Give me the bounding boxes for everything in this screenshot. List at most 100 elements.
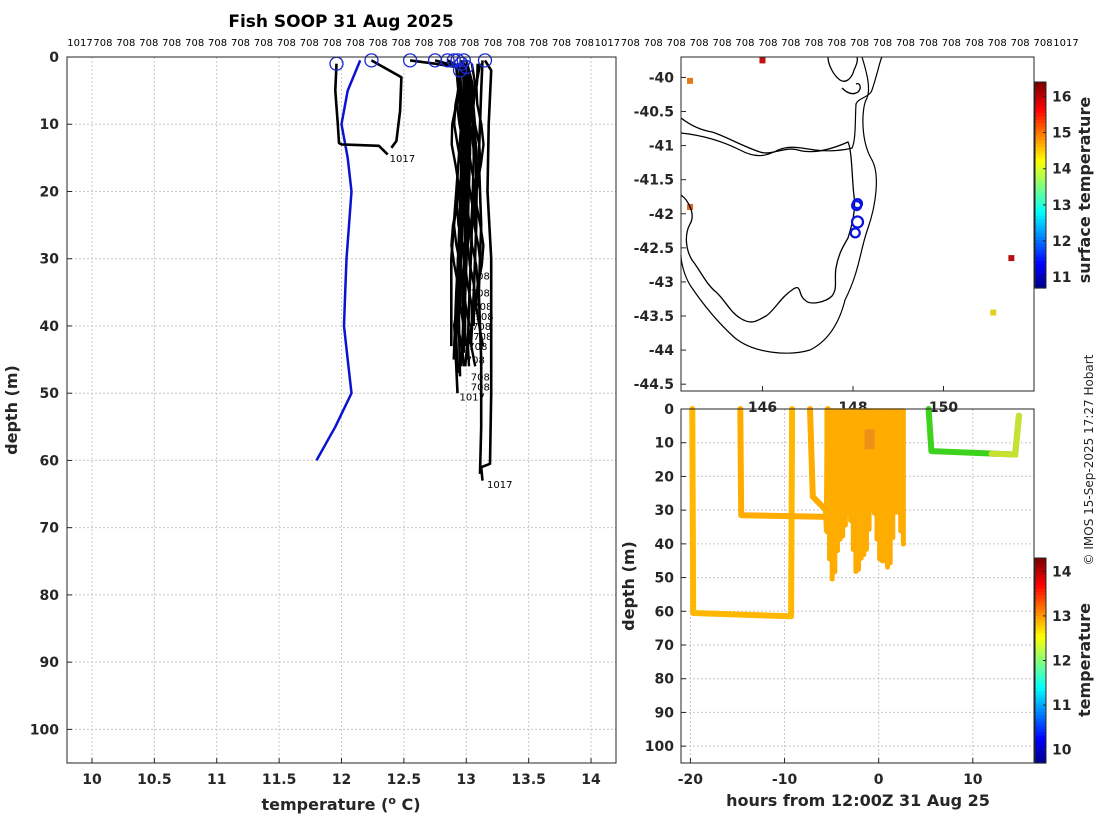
shelf-contour [680,56,883,354]
top-station-label: 708 [575,38,594,49]
temperature-colorbar-segment [1035,749,1046,754]
top-station-label: 708 [323,38,342,49]
profile-panel: Fish SOOP 31 Aug 2025 1017 708 708 708 708 70… [2,12,1079,814]
temperature-colorbar-segment [1035,571,1046,576]
temperature-colorbar-segment [1035,622,1046,627]
station-marker [850,215,865,229]
temperature-colorbar-segment [1035,725,1046,730]
surface-colorbar-tick-label: 11 [1052,270,1071,286]
x-tick-label: 11.5 [262,772,297,788]
map-y-ticks: -40 -40.5 -41 -41.5 -42 -42.5 -43 -43.5 -44 -44.5 [634,70,686,393]
temperature-track [689,406,796,620]
temperature-colorbar-segment [1035,732,1046,737]
profile-end-label: 708 [468,342,487,353]
surface-colorbar-segment [1035,281,1046,286]
temperature-colorbar-segment [1035,636,1046,641]
temperature-colorbar-segment [1035,585,1046,590]
top-station-label: 708 [483,38,502,49]
y-tick-label: 60 [40,453,60,469]
surface-circle [440,53,455,68]
top-station-label: 708 [850,38,869,49]
surface-colorbar-segment [1035,267,1046,272]
surface-colorbar-segment [1035,222,1046,227]
surface-colorbar-segment [1035,185,1046,190]
top-station-label: 1017 [67,38,92,49]
temperature-colorbar-segment [1035,581,1046,586]
top-station-label: 708 [735,38,754,49]
surface-colorbar-segment [1035,181,1046,186]
black-profile-line [458,63,469,367]
temperature-colorbar-segment [1035,643,1046,648]
map-y-tick-label: -43.5 [634,309,674,325]
temperature-colorbar-segment [1035,646,1046,651]
time-y-tick-label: 70 [655,638,675,654]
map-y-tick-label: -40.5 [634,105,674,121]
profile-end-label: 708 [471,382,490,393]
x-tick-label: 10 [82,772,102,788]
y-tick-label: 70 [40,521,60,537]
surface-colorbar-segment [1035,106,1046,111]
top-station-label: 708 [231,38,250,49]
surface-colorbar-segment [1035,112,1046,117]
surface-colorbar-segment [1035,257,1046,262]
sst-patch [990,309,997,316]
y-tick-label: 100 [30,722,59,738]
top-station-label: 708 [827,38,846,49]
surface-colorbar-segment [1035,126,1046,131]
chart-title: Fish SOOP 31 Aug 2025 [228,12,453,32]
tasmania-coastline [680,117,856,323]
surface-colorbar-segment [1035,195,1046,200]
profile-x-ticks: 10 10.5 11 11.5 12 12.5 13 13.5 14 [82,758,601,788]
sst-patch [1008,255,1015,262]
time-y-tick-label: 20 [655,469,675,485]
black-profile-line [409,59,463,347]
surface-colorbar-segment [1035,150,1046,155]
top-station-label: 708 [116,38,135,49]
profile-x-axis-label: temperature (o C) [261,794,420,814]
temperature-track-warm [988,412,1022,458]
temperature-colorbar-segment [1035,670,1046,675]
surface-colorbar-segment [1035,250,1046,255]
temperature-colorbar-segment [1035,745,1046,750]
surface-colorbar-segment [1035,226,1046,231]
surface-colorbar-segment [1035,99,1046,104]
surface-colorbar-segment [1035,157,1046,162]
x-tick-label: 14 [581,772,601,788]
black-profile-line [474,63,485,347]
time-y-tick-label: 40 [655,537,675,553]
temperature-colorbar-segment [1035,756,1046,761]
temperature-colorbar-segment [1035,698,1046,703]
surface-colorbar-segment [1035,205,1046,210]
top-station-label: 1017 [1053,38,1078,49]
surface-colorbar-segment [1035,236,1046,241]
profile-end-label: 1017 [460,393,485,404]
temperature-colorbar-segment [1035,561,1046,566]
surface-colorbar-segment [1035,198,1046,203]
surface-colorbar-segment [1035,260,1046,265]
y-tick-label: 80 [40,588,60,604]
profile-end-label: 1017 [487,480,512,491]
surface-colorbar-segment [1035,219,1046,224]
black-profile-line [455,63,466,367]
black-profile-line [370,59,403,149]
top-station-label: 708 [942,38,961,49]
temperature-colorbar-segment [1035,667,1046,672]
time-y-tick-label: 30 [655,503,675,519]
time-y-tick-label: 60 [655,604,675,620]
surface-temperature-colorbar: 11 12 13 14 15 16 [1034,81,1072,289]
profile-end-label: 708 [471,288,490,299]
y-tick-label: 20 [40,184,60,200]
map-background [681,57,1034,391]
time-y-tick-label: 80 [655,672,675,688]
surface-colorbar-tick-label: 13 [1052,198,1071,214]
surface-colorbar-segment [1035,143,1046,148]
map-x-tick-label: 150 [929,400,958,416]
surface-colorbar-segment [1035,119,1046,124]
imos-watermark: © IMOS 15-Sep-2025 17:27 Hobart [1082,354,1096,565]
temperature-colorbar-segment [1035,674,1046,679]
surface-colorbar-segment [1035,178,1046,183]
top-station-label: 708 [758,38,777,49]
temperature-colorbar-segment [1035,653,1046,658]
time-y-tick-label: 100 [645,739,674,755]
